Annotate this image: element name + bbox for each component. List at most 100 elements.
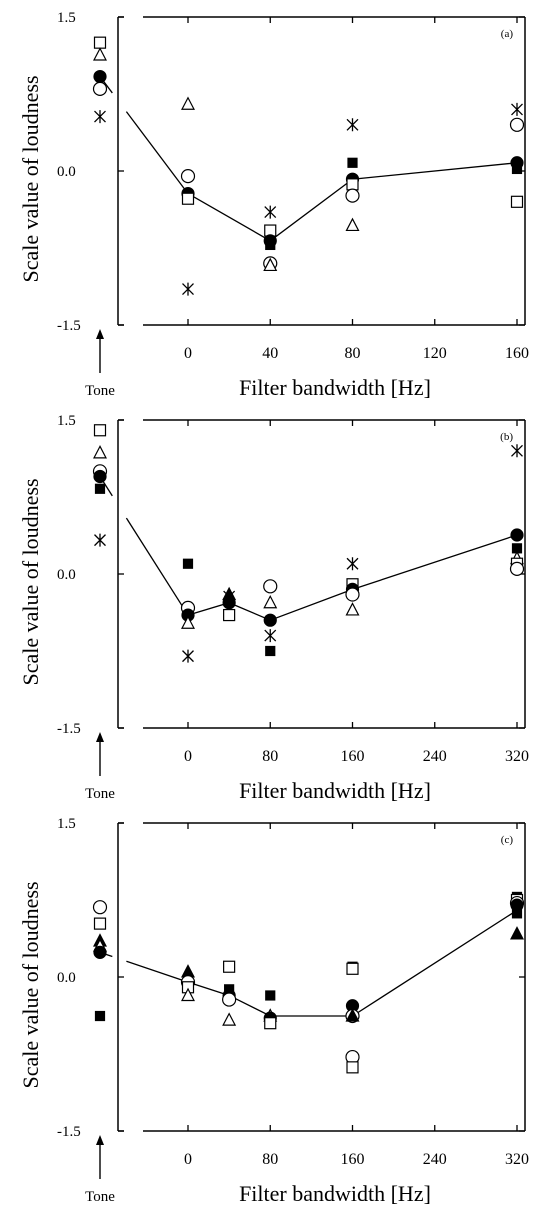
- data-point-open-square: [346, 962, 359, 975]
- tone-point-open-triangle: [93, 47, 107, 61]
- x-tick-label: 160: [341, 1151, 365, 1168]
- panel-label: (b): [500, 431, 513, 443]
- x-tick-label: 80: [345, 345, 361, 362]
- mean-line: [187, 162, 518, 242]
- panel-a: -1.5 0.0 1.5 0 40 80 120 160 (a) Scale value of l…: [18, 10, 529, 400]
- x-tick-label: 320: [505, 1151, 529, 1168]
- y-tick-label: 0.0: [57, 567, 76, 583]
- data-point-filled-square: [511, 908, 523, 919]
- data-point-filled-circle: [510, 528, 524, 542]
- tone-connector: [125, 111, 189, 194]
- data-point-open-circle: [222, 992, 237, 1007]
- data-point-open-square: [223, 608, 236, 622]
- data-point-open-square: [181, 192, 195, 205]
- data-point-open-circle: [509, 561, 525, 576]
- tone-point-filled-circle: [93, 69, 107, 84]
- panel-label: (a): [501, 28, 514, 40]
- tone-point-open-circle: [92, 900, 108, 915]
- data-point-open-triangle: [181, 987, 195, 1002]
- data-point-open-square: [223, 960, 236, 973]
- data-point-open-triangle: [222, 1012, 237, 1026]
- y-tick-label: -1.5: [57, 721, 81, 737]
- tone-point-filled-square: [94, 1010, 106, 1022]
- data-point-filled-square: [347, 157, 358, 168]
- y-axis-label: Scale value of loudness: [18, 881, 43, 1088]
- data-point-filled-triangle: [510, 926, 524, 940]
- x-tick-label: 120: [423, 345, 447, 362]
- x-tick-label: 240: [423, 748, 447, 765]
- data-point-open-triangle: [263, 594, 278, 609]
- x-tick-label: 0: [184, 345, 192, 362]
- panel-label: (c): [501, 834, 514, 846]
- panel-b: -1.5 0.0 1.5 0 80 160 240 320 (b) Scale value of …: [18, 413, 529, 803]
- y-tick-label: 1.5: [57, 816, 76, 832]
- x-tick-label: 40: [262, 345, 278, 362]
- y-tick-label: -1.5: [57, 1124, 81, 1140]
- data-point-filled-square: [265, 645, 276, 657]
- data-point-asterisk: [182, 649, 194, 663]
- data-point-open-triangle: [181, 615, 195, 629]
- data-point-open-triangle: [263, 257, 278, 272]
- tone-arrow-head: [96, 1135, 104, 1145]
- x-tick-label: 0: [184, 1151, 192, 1168]
- y-tick-label: -1.5: [57, 318, 81, 334]
- data-point-open-triangle: [181, 96, 195, 110]
- data-point-asterisk: [346, 557, 359, 571]
- data-point-asterisk: [264, 205, 277, 219]
- x-tick-label: 320: [505, 748, 529, 765]
- y-tick-label: 0.0: [57, 164, 76, 180]
- data-point-open-triangle: [345, 602, 360, 616]
- data-point-filled-circle: [222, 596, 236, 610]
- data-point-asterisk: [182, 282, 194, 296]
- y-tick-label: 1.5: [57, 10, 76, 26]
- x-tick-label: 160: [505, 345, 529, 362]
- tone-point-open-square: [93, 917, 107, 930]
- x-tick-label: 80: [262, 748, 278, 765]
- data-point-open-square: [346, 1061, 359, 1074]
- data-point-open-circle: [345, 188, 360, 203]
- x-tick-label: 0: [184, 748, 192, 765]
- data-point-open-circle: [263, 579, 278, 594]
- panel-c: -1.5 0.0 1.5 0 80 160 240 320 (c) Scale value of …: [18, 816, 529, 1206]
- y-axis-label: Scale value of loudness: [18, 478, 43, 685]
- x-tick-label: 80: [262, 1151, 278, 1168]
- y-tick-label: 1.5: [57, 413, 76, 429]
- data-point-asterisk: [346, 118, 359, 132]
- data-point-asterisk: [264, 629, 277, 643]
- x-axis-label: Filter bandwidth [Hz]: [239, 1181, 431, 1206]
- x-tick-label: 240: [423, 1151, 447, 1168]
- data-point-open-square: [510, 195, 524, 208]
- tone-connector: [126, 960, 189, 983]
- tone-label: Tone: [85, 1189, 115, 1205]
- data-point-filled-circle: [263, 234, 277, 248]
- tone-arrow-head: [96, 732, 104, 742]
- data-point-filled-square: [182, 558, 194, 569]
- x-tick-label: 160: [341, 748, 365, 765]
- data-point-open-square: [264, 1017, 277, 1030]
- data-point-filled-square: [511, 163, 523, 175]
- data-point-open-triangle: [345, 217, 360, 232]
- data-point-filled-square: [265, 990, 276, 1001]
- tone-point-open-square: [93, 424, 107, 437]
- tone-point-open-square: [93, 36, 107, 49]
- data-point-open-circle: [509, 117, 525, 132]
- tone-label: Tone: [85, 383, 115, 399]
- data-point-filled-circle: [263, 613, 277, 627]
- y-axis-label: Scale value of loudness: [18, 75, 43, 282]
- data-point-asterisk: [511, 444, 523, 458]
- tone-point-filled-square: [94, 483, 106, 494]
- x-axis-label: Filter bandwidth [Hz]: [239, 375, 431, 400]
- tone-point-filled-circle: [93, 469, 107, 484]
- y-tick-label: 0.0: [57, 970, 76, 986]
- data-point-open-square: [346, 178, 359, 191]
- x-axis-label: Filter bandwidth [Hz]: [239, 778, 431, 803]
- tone-point-filled-circle: [93, 945, 107, 959]
- tone-point-asterisk: [94, 533, 106, 547]
- tone-point-asterisk: [94, 110, 106, 124]
- data-point-asterisk: [511, 102, 523, 116]
- data-point-filled-triangle: [345, 1008, 360, 1022]
- data-point-open-circle: [345, 587, 360, 602]
- tone-point-open-circle: [92, 81, 108, 96]
- data-point-open-circle: [180, 169, 196, 184]
